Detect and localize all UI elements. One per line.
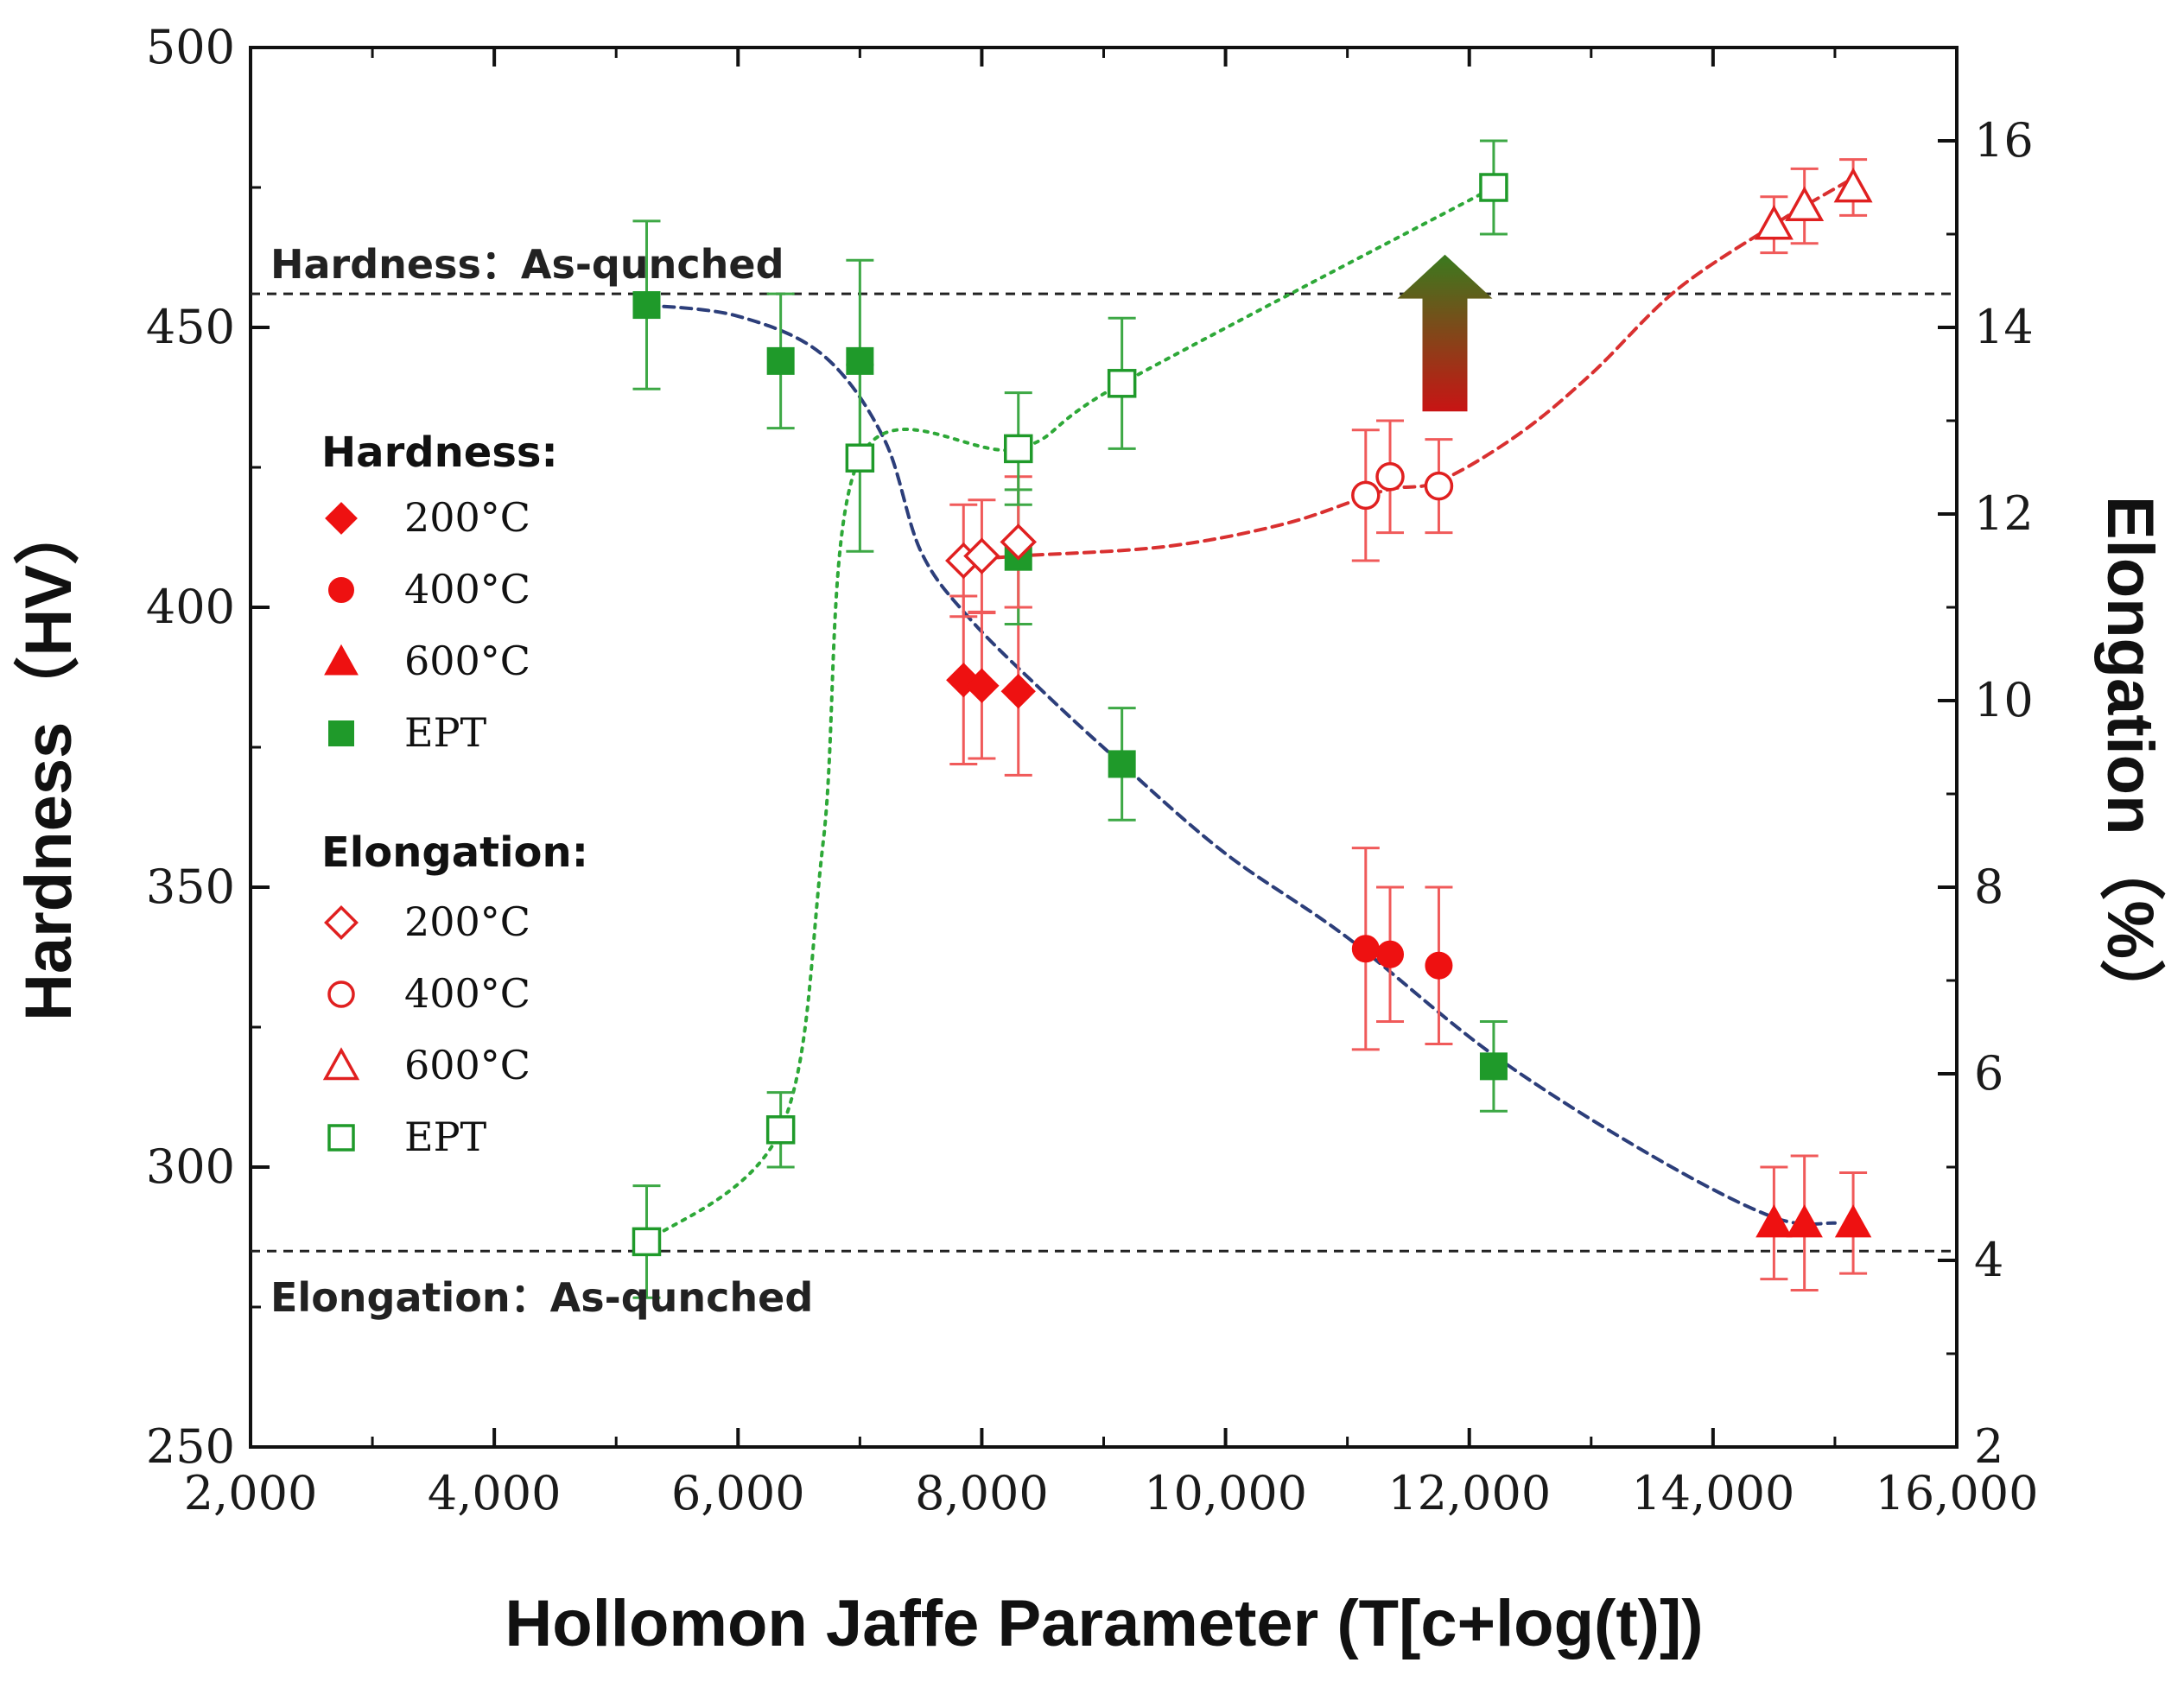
y-right-tick-label: 4 xyxy=(1974,1233,2003,1287)
x-tick-label: 8,000 xyxy=(915,1466,1049,1520)
hardness-400-c-point xyxy=(1376,940,1405,968)
legend-label-hardness-600: 600°C xyxy=(404,638,530,684)
legend-hardness-400-c-marker xyxy=(328,577,354,603)
hardness-600-c-point xyxy=(1755,1204,1793,1238)
elongation-ept-point xyxy=(1107,369,1137,398)
legend-elongation-ept-marker xyxy=(327,1124,355,1152)
x-tick-label: 14,000 xyxy=(1631,1466,1794,1520)
hardness-as-quenched-label: Hardness：As-qunched xyxy=(270,241,784,288)
legend-label-hardness-200: 200°C xyxy=(404,494,530,541)
y-right-tick-label: 14 xyxy=(1974,300,2034,354)
x-tick-label: 2,000 xyxy=(184,1466,318,1520)
legend-label-hardness-ept: EPT xyxy=(404,709,487,756)
hardness-200-c-point xyxy=(1000,674,1036,709)
elongation-red-trend-curve xyxy=(962,176,1856,562)
elongation-600-c-point xyxy=(1785,186,1825,221)
legend-elongation-200-c-marker xyxy=(324,905,359,940)
improvement-arrow xyxy=(1397,254,1493,412)
x-tick-label: 10,000 xyxy=(1144,1466,1307,1520)
y-right-tick-label: 2 xyxy=(1974,1419,2003,1474)
hardness-trend-curve xyxy=(644,303,1837,1226)
y-left-tick-label: 350 xyxy=(146,860,235,914)
hardness-ept-point xyxy=(846,346,874,375)
x-tick-label: 4,000 xyxy=(428,1466,562,1520)
legend-label-elongation-ept: EPT xyxy=(404,1114,487,1160)
y-left-tick-label: 450 xyxy=(146,300,235,354)
elongation-ept-point xyxy=(1479,173,1508,202)
elongation-200-c-point xyxy=(963,537,1000,574)
legend-label-elongation-200: 200°C xyxy=(404,898,530,945)
hardness-ept-point xyxy=(632,291,661,320)
y-right-tick-label: 16 xyxy=(1974,113,2034,168)
legend-label-hardness-400: 400°C xyxy=(404,566,530,612)
hardness-600-c-point xyxy=(1834,1204,1872,1238)
elongation-600-c-point xyxy=(1754,205,1794,240)
legend-hardness-heading: Hardness: xyxy=(321,428,558,477)
legend-elongation-600-c-marker xyxy=(322,1047,360,1081)
elongation-400-c-point xyxy=(1351,480,1381,511)
elongation-as-quenched-label: Elongation：As-qunched xyxy=(270,1274,813,1321)
x-tick-label: 6,000 xyxy=(671,1466,805,1520)
hardness-600-c-point xyxy=(1786,1204,1823,1238)
legend-elongation-400-c-marker xyxy=(327,980,355,1008)
hardness-ept-point xyxy=(1108,750,1136,778)
elongation-ept-trend-curve xyxy=(644,186,1495,1244)
hardness-ept-point xyxy=(1479,1052,1508,1081)
legend-hardness-600-c-marker xyxy=(324,644,359,676)
y-left-tick-label: 300 xyxy=(146,1139,235,1194)
elongation-200-c-point xyxy=(1000,524,1037,561)
elongation-400-c-point xyxy=(1375,462,1405,492)
elongation-ept-point xyxy=(632,1227,662,1257)
elongation-ept-point xyxy=(1004,434,1033,464)
legend-elongation-heading: Elongation: xyxy=(321,828,588,877)
legend-label-elongation-600: 600°C xyxy=(404,1042,530,1088)
hardness-200-c-point xyxy=(964,668,1000,703)
y-right-tick-label: 10 xyxy=(1974,673,2034,727)
y-left-tick-label: 500 xyxy=(146,20,235,74)
x-axis-title: Hollomon Jaffe Parameter (T[c+log(t)]) xyxy=(505,1587,1703,1660)
y-left-axis-title: Hardness（HV） xyxy=(12,499,86,1021)
legend: Hardness: Elongation: 200°C 400°C 600°C … xyxy=(321,428,588,1160)
elongation-ept-point xyxy=(765,1115,796,1145)
y-right-tick-label: 12 xyxy=(1974,486,2034,541)
elongation-ept-point xyxy=(845,443,875,473)
legend-hardness-ept-marker xyxy=(328,720,354,746)
elongation-600-c-point xyxy=(1833,167,1873,203)
legend-label-elongation-400: 400°C xyxy=(404,970,530,1017)
y-right-axis-title: Elongation（%） xyxy=(2093,496,2167,1025)
x-tick-label: 16,000 xyxy=(1876,1466,2039,1520)
legend-hardness-200-c-marker xyxy=(325,502,358,535)
y-left-tick-label: 400 xyxy=(146,580,235,634)
hardness-400-c-point xyxy=(1425,951,1453,980)
elongation-400-c-point xyxy=(1424,471,1454,501)
y-left-tick-label: 250 xyxy=(146,1419,235,1474)
hardness-400-c-point xyxy=(1351,935,1380,963)
y-right-tick-label: 8 xyxy=(1974,860,2003,914)
y-right-tick-label: 6 xyxy=(1974,1046,2003,1101)
x-tick-label: 12,000 xyxy=(1387,1466,1551,1520)
hardness-ept-point xyxy=(766,346,795,375)
